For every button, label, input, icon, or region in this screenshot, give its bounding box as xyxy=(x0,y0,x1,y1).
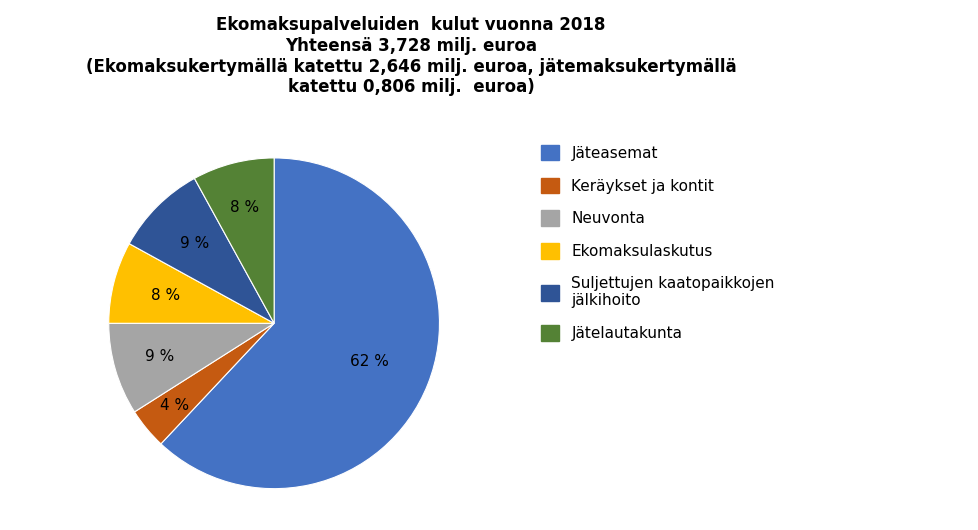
Wedge shape xyxy=(109,244,274,323)
Text: 8 %: 8 % xyxy=(151,288,180,303)
Text: 8 %: 8 % xyxy=(230,200,259,216)
Text: 9 %: 9 % xyxy=(180,236,209,251)
Wedge shape xyxy=(134,323,274,444)
Text: 9 %: 9 % xyxy=(145,349,174,364)
Text: Ekomaksupalveluiden  kulut vuonna 2018
Yhteensä 3,728 milj. euroa
(Ekomaksukerty: Ekomaksupalveluiden kulut vuonna 2018 Yh… xyxy=(86,16,735,96)
Legend: Jäteasemat, Keräykset ja kontit, Neuvonta, Ekomaksulaskutus, Suljettujen kaatopa: Jäteasemat, Keräykset ja kontit, Neuvont… xyxy=(536,140,778,346)
Wedge shape xyxy=(109,323,274,412)
Text: 62 %: 62 % xyxy=(350,354,388,368)
Wedge shape xyxy=(160,158,439,489)
Wedge shape xyxy=(129,179,274,323)
Text: 4 %: 4 % xyxy=(160,398,189,413)
Wedge shape xyxy=(195,158,274,323)
